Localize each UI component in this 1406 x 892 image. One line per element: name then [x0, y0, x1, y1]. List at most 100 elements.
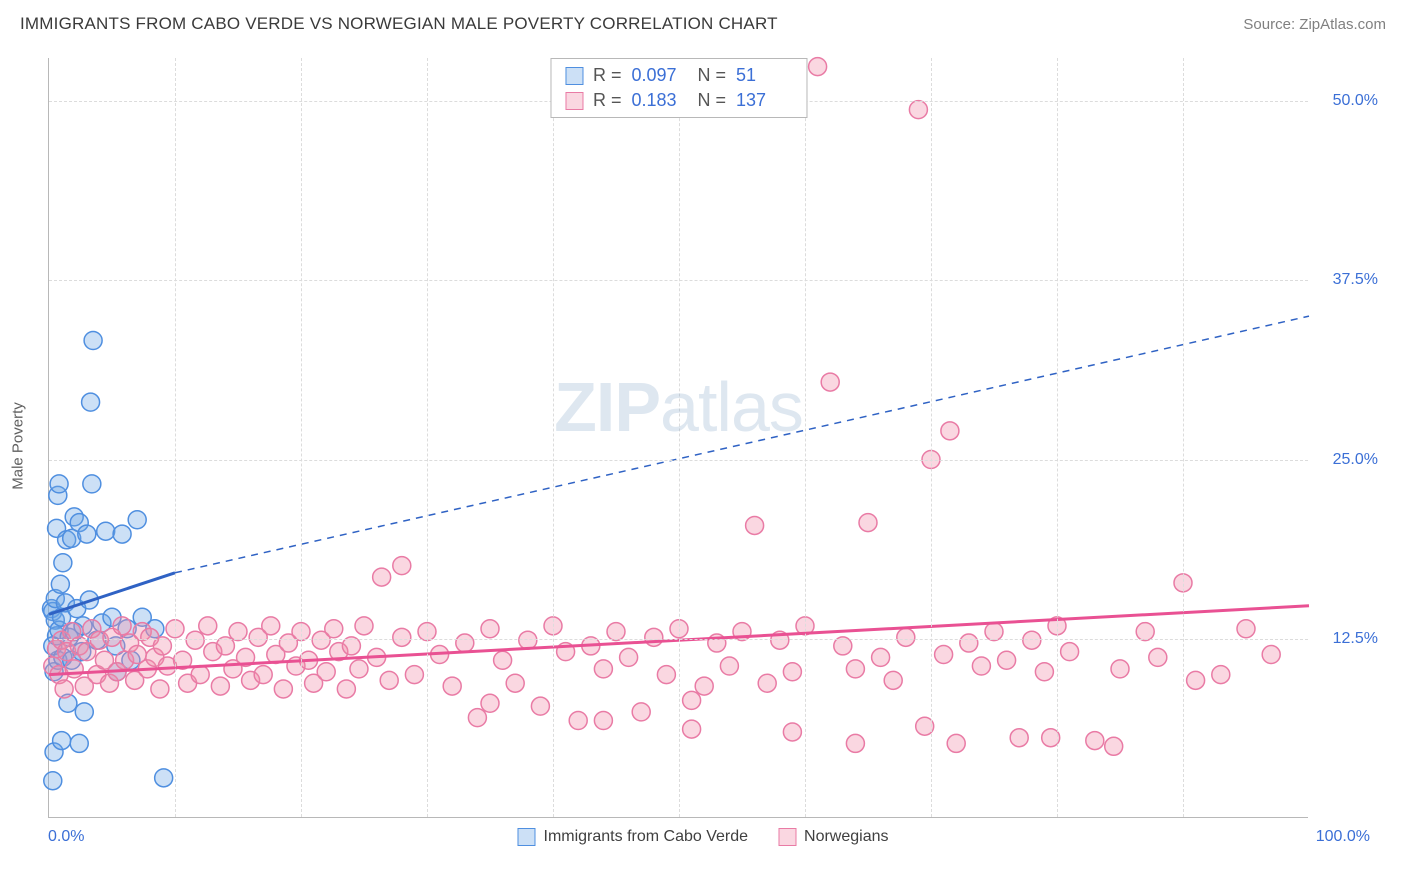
data-point [998, 651, 1016, 669]
data-point [947, 734, 965, 752]
swatch-cabo-verde [565, 67, 583, 85]
data-point [1187, 671, 1205, 689]
data-point [350, 660, 368, 678]
data-point [151, 680, 169, 698]
data-point [54, 554, 72, 572]
data-point [393, 628, 411, 646]
data-point [337, 680, 355, 698]
y-tick-label: 25.0% [1318, 451, 1378, 469]
data-point [645, 628, 663, 646]
legend-n-value-norwegians: 137 [736, 90, 792, 111]
data-point [254, 666, 272, 684]
data-point [809, 58, 827, 76]
gridline-v [1183, 58, 1184, 817]
data-point [83, 475, 101, 493]
data-point [1086, 732, 1104, 750]
data-point [909, 101, 927, 119]
data-point [872, 648, 890, 666]
data-point [78, 525, 96, 543]
data-point [373, 568, 391, 586]
data-point [1105, 737, 1123, 755]
data-point [531, 697, 549, 715]
series-legend: Immigrants from Cabo Verde Norwegians [517, 828, 888, 846]
trend-line-cabo-verde-dashed [175, 316, 1309, 573]
chart-header: IMMIGRANTS FROM CABO VERDE VS NORWEGIAN … [0, 0, 1406, 44]
data-point [519, 631, 537, 649]
y-tick-label: 50.0% [1318, 92, 1378, 110]
data-point [746, 516, 764, 534]
data-point [155, 769, 173, 787]
data-point [972, 657, 990, 675]
data-point [443, 677, 461, 695]
data-point [846, 734, 864, 752]
data-point [783, 663, 801, 681]
data-point [128, 511, 146, 529]
legend-n-label: N = [698, 90, 727, 111]
data-point [884, 671, 902, 689]
y-tick-label: 12.5% [1318, 630, 1378, 648]
data-point [113, 525, 131, 543]
data-point [783, 723, 801, 741]
data-point [821, 373, 839, 391]
legend-item-cabo-verde: Immigrants from Cabo Verde [517, 828, 748, 846]
data-point [191, 666, 209, 684]
legend-r-value-norwegians: 0.183 [632, 90, 688, 111]
legend-r-label: R = [593, 65, 622, 86]
chart-title: IMMIGRANTS FROM CABO VERDE VS NORWEGIAN … [20, 14, 778, 34]
data-point [683, 691, 701, 709]
gridline-v [805, 58, 806, 817]
gridline-v [175, 58, 176, 817]
data-point [53, 732, 71, 750]
data-point [594, 660, 612, 678]
gridline-v [931, 58, 932, 817]
data-point [481, 620, 499, 638]
data-point [506, 674, 524, 692]
data-point [1061, 643, 1079, 661]
gridline-v [679, 58, 680, 817]
correlation-legend: R = 0.097 N = 51 R = 0.183 N = 137 [550, 58, 807, 118]
data-point [481, 694, 499, 712]
data-point [569, 711, 587, 729]
swatch-norwegians [565, 92, 583, 110]
legend-n-label: N = [698, 65, 727, 86]
data-point [935, 646, 953, 664]
y-tick-label: 37.5% [1318, 271, 1378, 289]
data-point [846, 660, 864, 678]
legend-label-cabo-verde: Immigrants from Cabo Verde [543, 828, 748, 846]
data-point [1035, 663, 1053, 681]
data-point [620, 648, 638, 666]
legend-r-label: R = [593, 90, 622, 111]
data-point [594, 711, 612, 729]
data-point [897, 628, 915, 646]
data-point [405, 666, 423, 684]
data-point [317, 663, 335, 681]
data-point [468, 709, 486, 727]
source-prefix: Source: [1243, 16, 1299, 33]
data-point [325, 620, 343, 638]
swatch-norwegians [778, 828, 796, 846]
data-point [941, 422, 959, 440]
data-point [758, 674, 776, 692]
data-point [70, 734, 88, 752]
data-point [274, 680, 292, 698]
gridline-v [1057, 58, 1058, 817]
data-point [262, 617, 280, 635]
data-point [1237, 620, 1255, 638]
data-point [97, 522, 115, 540]
data-point [82, 393, 100, 411]
data-point [1023, 631, 1041, 649]
y-axis-label: Male Poverty [10, 402, 27, 490]
legend-n-value-cabo-verde: 51 [736, 65, 792, 86]
data-point [1010, 729, 1028, 747]
legend-row-norwegians: R = 0.183 N = 137 [565, 88, 792, 113]
legend-label-norwegians: Norwegians [804, 828, 888, 846]
data-point [113, 617, 131, 635]
data-point [355, 617, 373, 635]
plot-area: R = 0.097 N = 51 R = 0.183 N = 137 ZIPat… [48, 58, 1308, 818]
data-point [50, 475, 68, 493]
source-name: ZipAtlas.com [1299, 16, 1386, 33]
data-point [65, 660, 83, 678]
data-point [859, 514, 877, 532]
legend-r-value-cabo-verde: 0.097 [632, 65, 688, 86]
data-point [1262, 646, 1280, 664]
